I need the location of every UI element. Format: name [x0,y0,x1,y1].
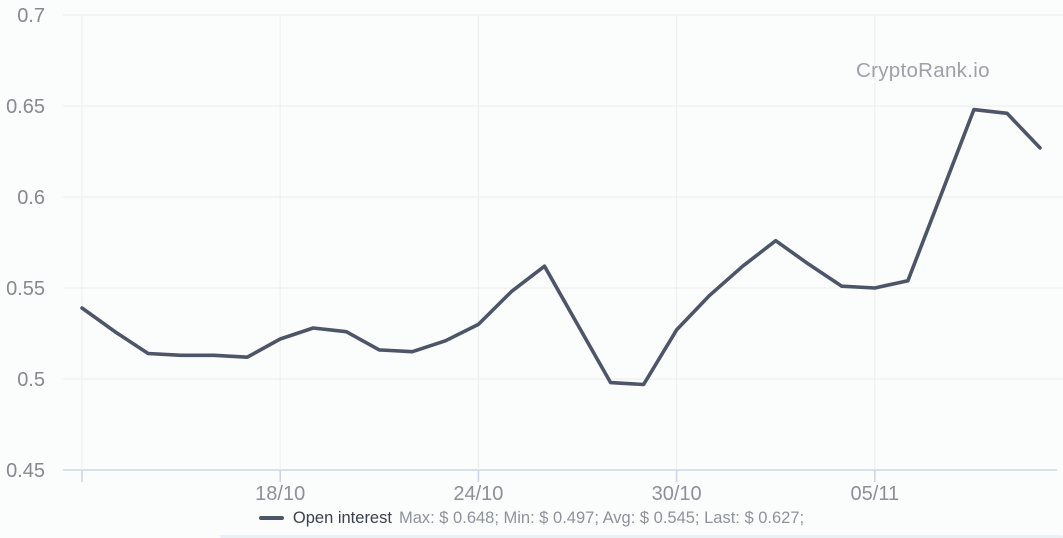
x-axis-tick-label: 24/10 [453,483,503,505]
y-axis-tick-label: 0.45 [6,460,45,482]
chart-legend: Open interest Max: $ 0.648; Min: $ 0.497… [0,503,1063,533]
open-interest-series-line[interactable] [80,107,1042,387]
y-axis-tick-label: 0.5 [17,369,45,391]
legend-stats-text: Max: $ 0.648; Min: $ 0.497; Avg: $ 0.545… [398,508,805,527]
range-selector-track[interactable] [220,535,1063,538]
x-axis-tick-label: 30/10 [652,483,702,505]
legend-line-swatch [258,516,284,520]
x-axis-tick-label: 18/10 [255,483,305,505]
y-axis-tick-label: 0.7 [17,5,45,27]
y-axis-tick-label: 0.65 [6,96,45,118]
x-axis-tick-label: 05/11 [851,483,900,505]
cryptorank-watermark: CryptoRank.io [856,59,990,82]
open-interest-line-chart[interactable]: 0.45 0.5 0.55 0.6 0.65 0.7 18/10 24/10 30/10 05/1… [0,0,1063,505]
y-axis-tick-label: 0.6 [17,187,45,209]
y-axis-tick-label: 0.55 [6,278,45,300]
legend-series-label[interactable]: Open interest [292,508,392,527]
